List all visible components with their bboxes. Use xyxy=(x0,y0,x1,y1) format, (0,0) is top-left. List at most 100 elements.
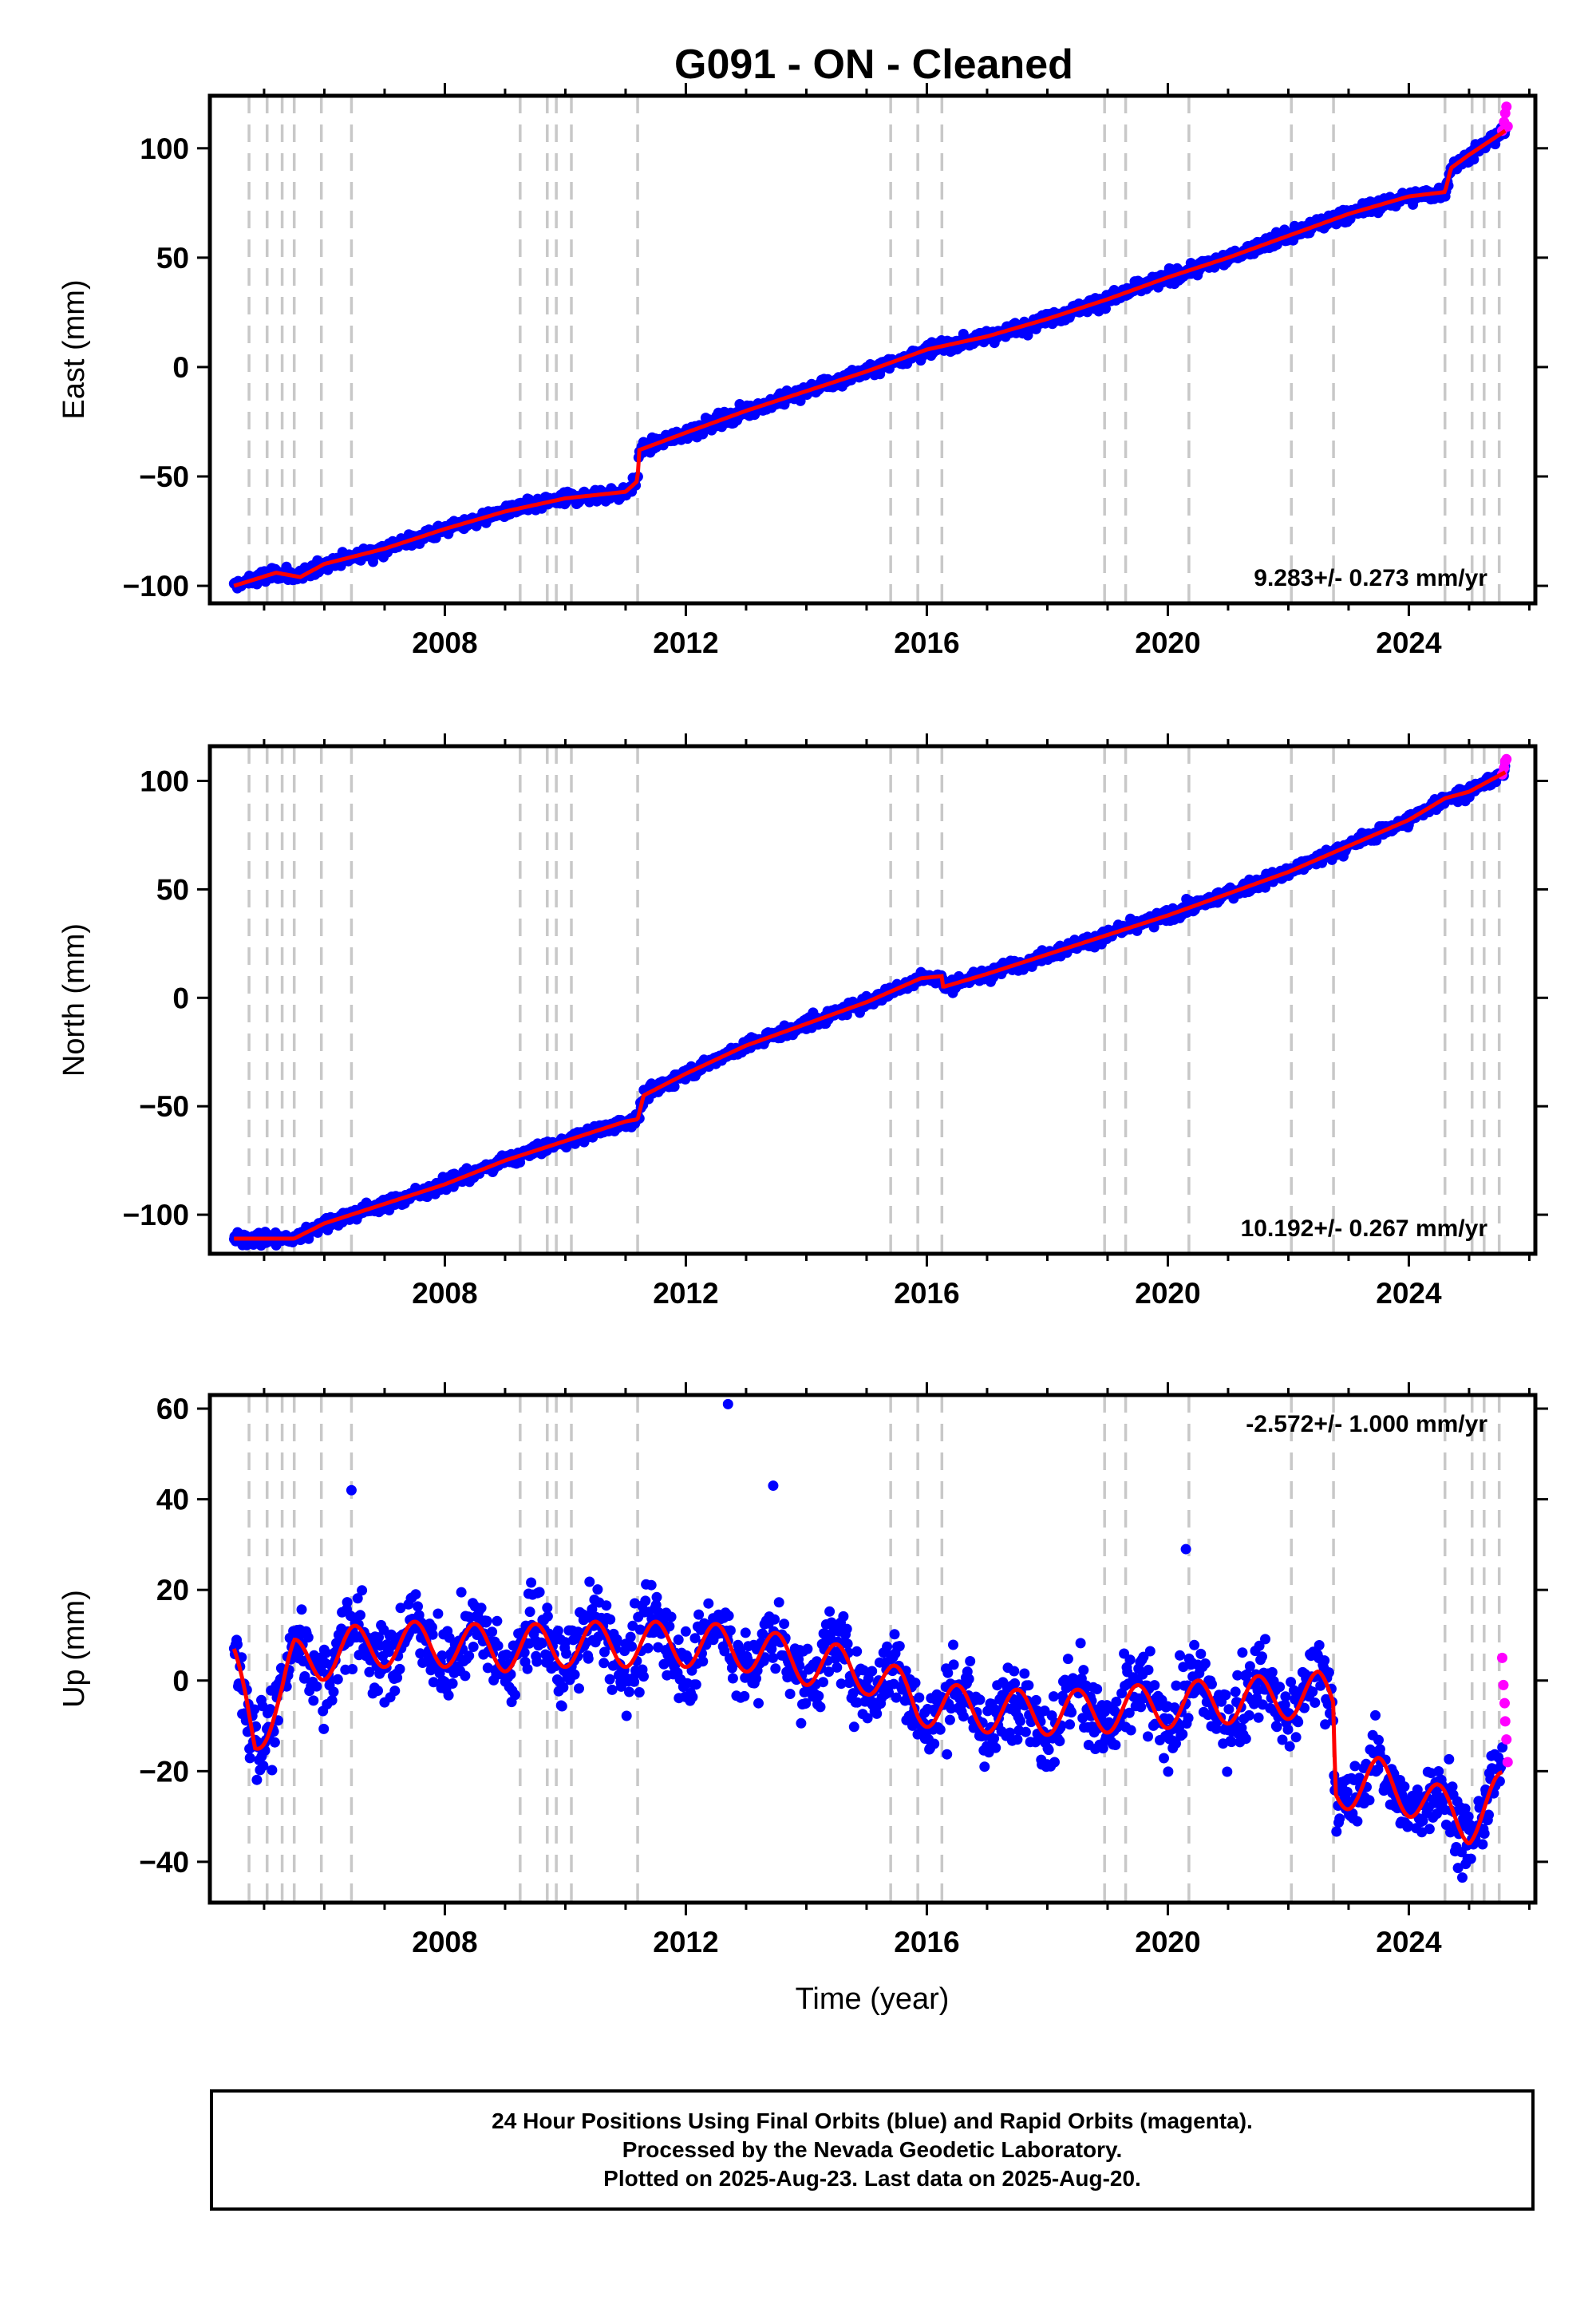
x-tick-label: 2024 xyxy=(1376,626,1442,659)
final-orbit-point xyxy=(1220,1690,1231,1701)
final-orbit-point xyxy=(1163,1766,1174,1777)
final-orbit-points xyxy=(228,1398,1508,1883)
final-orbit-point xyxy=(605,1614,616,1625)
final-orbit-point xyxy=(531,1656,543,1667)
final-orbit-point xyxy=(1417,1816,1428,1826)
final-orbit-point xyxy=(258,1761,269,1771)
final-orbit-point xyxy=(328,1686,339,1697)
final-orbit-point xyxy=(1199,1658,1211,1669)
y-tick-label: −50 xyxy=(139,460,189,493)
final-orbit-point xyxy=(476,1603,487,1614)
final-orbit-point xyxy=(1078,1665,1089,1676)
final-orbit-point xyxy=(1223,1704,1235,1715)
final-orbit-point xyxy=(373,1632,384,1643)
final-orbit-point xyxy=(760,1652,771,1663)
final-orbit-point xyxy=(1195,1648,1207,1659)
final-orbit-point xyxy=(832,1662,843,1673)
final-orbit-point xyxy=(842,1638,853,1650)
final-orbit-point xyxy=(768,1480,779,1492)
final-orbit-point xyxy=(318,1723,330,1734)
final-orbit-point xyxy=(251,1774,263,1785)
final-orbit-point xyxy=(1005,1727,1015,1738)
rapid-orbit-point xyxy=(1501,101,1512,113)
y-tick-label: 50 xyxy=(156,242,189,275)
final-orbit-point xyxy=(680,1626,691,1637)
final-orbit-point xyxy=(1483,1809,1494,1820)
final-orbit-point xyxy=(889,1629,900,1640)
final-orbit-point xyxy=(352,1593,363,1604)
final-orbit-point xyxy=(638,1671,649,1682)
final-orbit-point xyxy=(583,1653,594,1664)
final-orbit-point xyxy=(624,1686,634,1697)
y-tick-label: −40 xyxy=(139,1846,189,1879)
x-tick-label: 2024 xyxy=(1376,1277,1442,1310)
final-orbit-point xyxy=(626,1641,638,1652)
final-orbit-point xyxy=(1124,1707,1135,1718)
x-tick-label: 2008 xyxy=(412,1277,477,1310)
final-orbit-point xyxy=(1445,1827,1456,1838)
final-orbit-point xyxy=(556,1701,567,1712)
final-orbit-point xyxy=(1320,1719,1331,1730)
final-orbit-point xyxy=(433,1608,444,1619)
final-orbit-point xyxy=(342,1597,353,1608)
final-orbit-point xyxy=(944,1714,955,1725)
final-orbit-point xyxy=(1077,1713,1088,1724)
final-orbit-point xyxy=(1237,1647,1248,1658)
y-axis-ticks xyxy=(197,1407,1548,1863)
final-orbit-point xyxy=(443,1690,454,1701)
final-orbit-point xyxy=(642,1642,654,1654)
model-fit-line xyxy=(231,1619,1503,1846)
x-tick-label: 2016 xyxy=(894,1926,959,1958)
final-orbit-point xyxy=(1065,1719,1076,1730)
final-orbit-point xyxy=(1048,1691,1059,1702)
final-orbit-point xyxy=(867,1666,878,1677)
y-tick-label: 40 xyxy=(156,1484,189,1516)
final-orbit-point xyxy=(703,1598,714,1609)
final-orbit-point xyxy=(1310,1697,1321,1708)
final-orbit-point xyxy=(673,1634,684,1646)
final-orbit-point xyxy=(942,1667,954,1678)
x-axis-label: Time (year) xyxy=(796,1982,950,2016)
final-orbit-point xyxy=(1124,1654,1136,1666)
plot-frame xyxy=(207,93,1538,606)
rapid-orbit-point xyxy=(1498,1679,1509,1690)
x-tick-label: 2020 xyxy=(1135,626,1200,659)
final-orbit-point xyxy=(910,1678,921,1689)
final-orbit-point xyxy=(990,1742,1001,1753)
final-orbit-point xyxy=(1019,1668,1030,1679)
rapid-orbit-point xyxy=(1496,1652,1507,1663)
plot-frame xyxy=(207,1393,1538,1905)
final-orbit-point xyxy=(1243,1709,1254,1721)
final-orbit-point xyxy=(1373,1734,1384,1745)
chart-title: G091 - ON - Cleaned xyxy=(674,41,1073,88)
final-orbit-point xyxy=(1030,1694,1041,1705)
final-orbit-point xyxy=(308,1695,319,1706)
final-orbit-point xyxy=(1277,1734,1288,1745)
final-orbit-point xyxy=(1315,1680,1326,1691)
final-orbit-point xyxy=(249,1704,260,1715)
final-orbit-point xyxy=(522,1663,533,1674)
final-orbit-points xyxy=(229,761,1511,1251)
final-orbit-point xyxy=(1266,1666,1278,1678)
final-orbit-point xyxy=(640,1595,651,1607)
final-orbit-point xyxy=(1260,1634,1270,1645)
final-orbit-point xyxy=(558,1682,569,1693)
final-orbit-point xyxy=(1465,1853,1476,1864)
final-orbit-point xyxy=(1479,1828,1490,1839)
final-orbit-point xyxy=(1334,1813,1345,1824)
final-orbit-point xyxy=(1399,1781,1410,1792)
y-tick-label: 0 xyxy=(172,982,189,1014)
final-orbit-point xyxy=(1424,1824,1435,1835)
y-axis-ticks xyxy=(197,147,1548,587)
final-orbit-point xyxy=(569,1669,580,1680)
x-tick-label: 2008 xyxy=(412,1926,477,1958)
final-orbit-point xyxy=(428,1677,439,1688)
final-orbit-point xyxy=(519,1647,530,1658)
final-orbit-point xyxy=(929,1738,940,1749)
final-orbit-point xyxy=(1341,1786,1353,1797)
final-orbit-point xyxy=(526,1577,537,1588)
final-orbit-point xyxy=(373,1686,383,1696)
final-orbit-point xyxy=(447,1678,458,1689)
final-orbit-point xyxy=(646,1579,657,1591)
